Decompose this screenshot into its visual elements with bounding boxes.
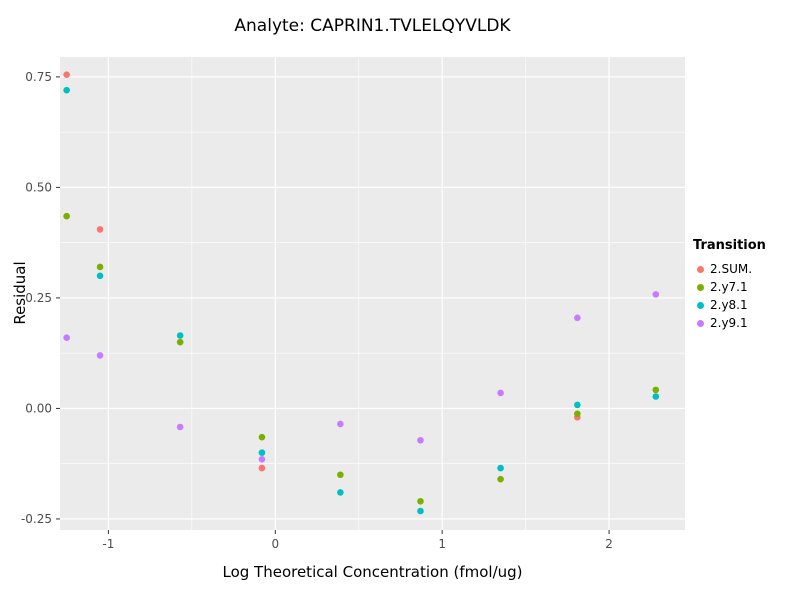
y-tick-label: 0.00 (25, 401, 52, 415)
data-point (574, 401, 581, 409)
x-tick-label: 2 (605, 537, 613, 551)
data-point (96, 352, 104, 359)
legend-items: 2.SUM. 2.y7.1 2.y8.1 2.y9.1 (693, 260, 766, 332)
legend-item-label: 2.SUM. (710, 262, 753, 276)
legend-title: Transition (693, 238, 766, 253)
data-point (497, 464, 504, 472)
legend-item-label: 2.y8.1 (710, 298, 748, 312)
data-point (258, 455, 266, 463)
legend-item: 2.y8.1 (693, 296, 766, 314)
data-point (337, 489, 344, 496)
data-point (337, 420, 344, 428)
x-tick-label: -1 (102, 537, 114, 551)
data-point (176, 332, 184, 339)
y-tick-label: 0.50 (25, 180, 52, 194)
x-tick-label: 1 (438, 537, 446, 551)
data-point (497, 475, 504, 483)
y-tick-label: -0.25 (21, 512, 52, 526)
data-point (63, 86, 70, 94)
legend-key-dot (697, 265, 704, 273)
data-point (176, 423, 184, 431)
data-point (258, 449, 266, 456)
data-point (497, 389, 504, 397)
data-point (652, 393, 660, 400)
legend-key-dot (697, 319, 704, 327)
data-point (652, 386, 660, 394)
data-point (417, 497, 424, 505)
legend-item: 2.y9.1 (693, 314, 766, 332)
legend-item-label: 2.y9.1 (710, 316, 748, 330)
data-point (258, 464, 266, 472)
x-tick-label: 0 (271, 537, 279, 551)
data-point (176, 338, 184, 346)
data-point (337, 471, 344, 479)
x-axis-label: Log Theoretical Concentration (fmol/ug) (222, 563, 523, 581)
data-point (96, 263, 104, 271)
data-point (258, 433, 266, 441)
legend-key-dot (697, 283, 704, 291)
legend-key-dot (697, 301, 704, 309)
y-tick-label: 0.25 (25, 291, 52, 305)
data-point (63, 212, 70, 220)
data-point (417, 507, 424, 515)
data-point (63, 334, 70, 342)
legend: Transition 2.SUM. 2.y7.1 2.y8.1 2.y9.1 (693, 238, 766, 332)
points-layer (63, 71, 660, 515)
y-tick-label: 0.75 (25, 70, 52, 84)
data-point (63, 71, 70, 78)
data-point (574, 410, 581, 418)
data-point (96, 272, 104, 280)
legend-item: 2.y7.1 (693, 278, 766, 296)
legend-item-label: 2.y7.1 (710, 280, 748, 294)
data-point (574, 314, 581, 322)
plot-panel (60, 57, 685, 530)
data-point (96, 226, 104, 233)
data-point (417, 436, 424, 444)
chart-title: Analyte: CAPRIN1.TVLELQYVLDK (234, 16, 511, 36)
data-point (652, 291, 660, 298)
legend-item: 2.SUM. (693, 260, 766, 278)
y-axis-label: Residual (11, 261, 29, 325)
